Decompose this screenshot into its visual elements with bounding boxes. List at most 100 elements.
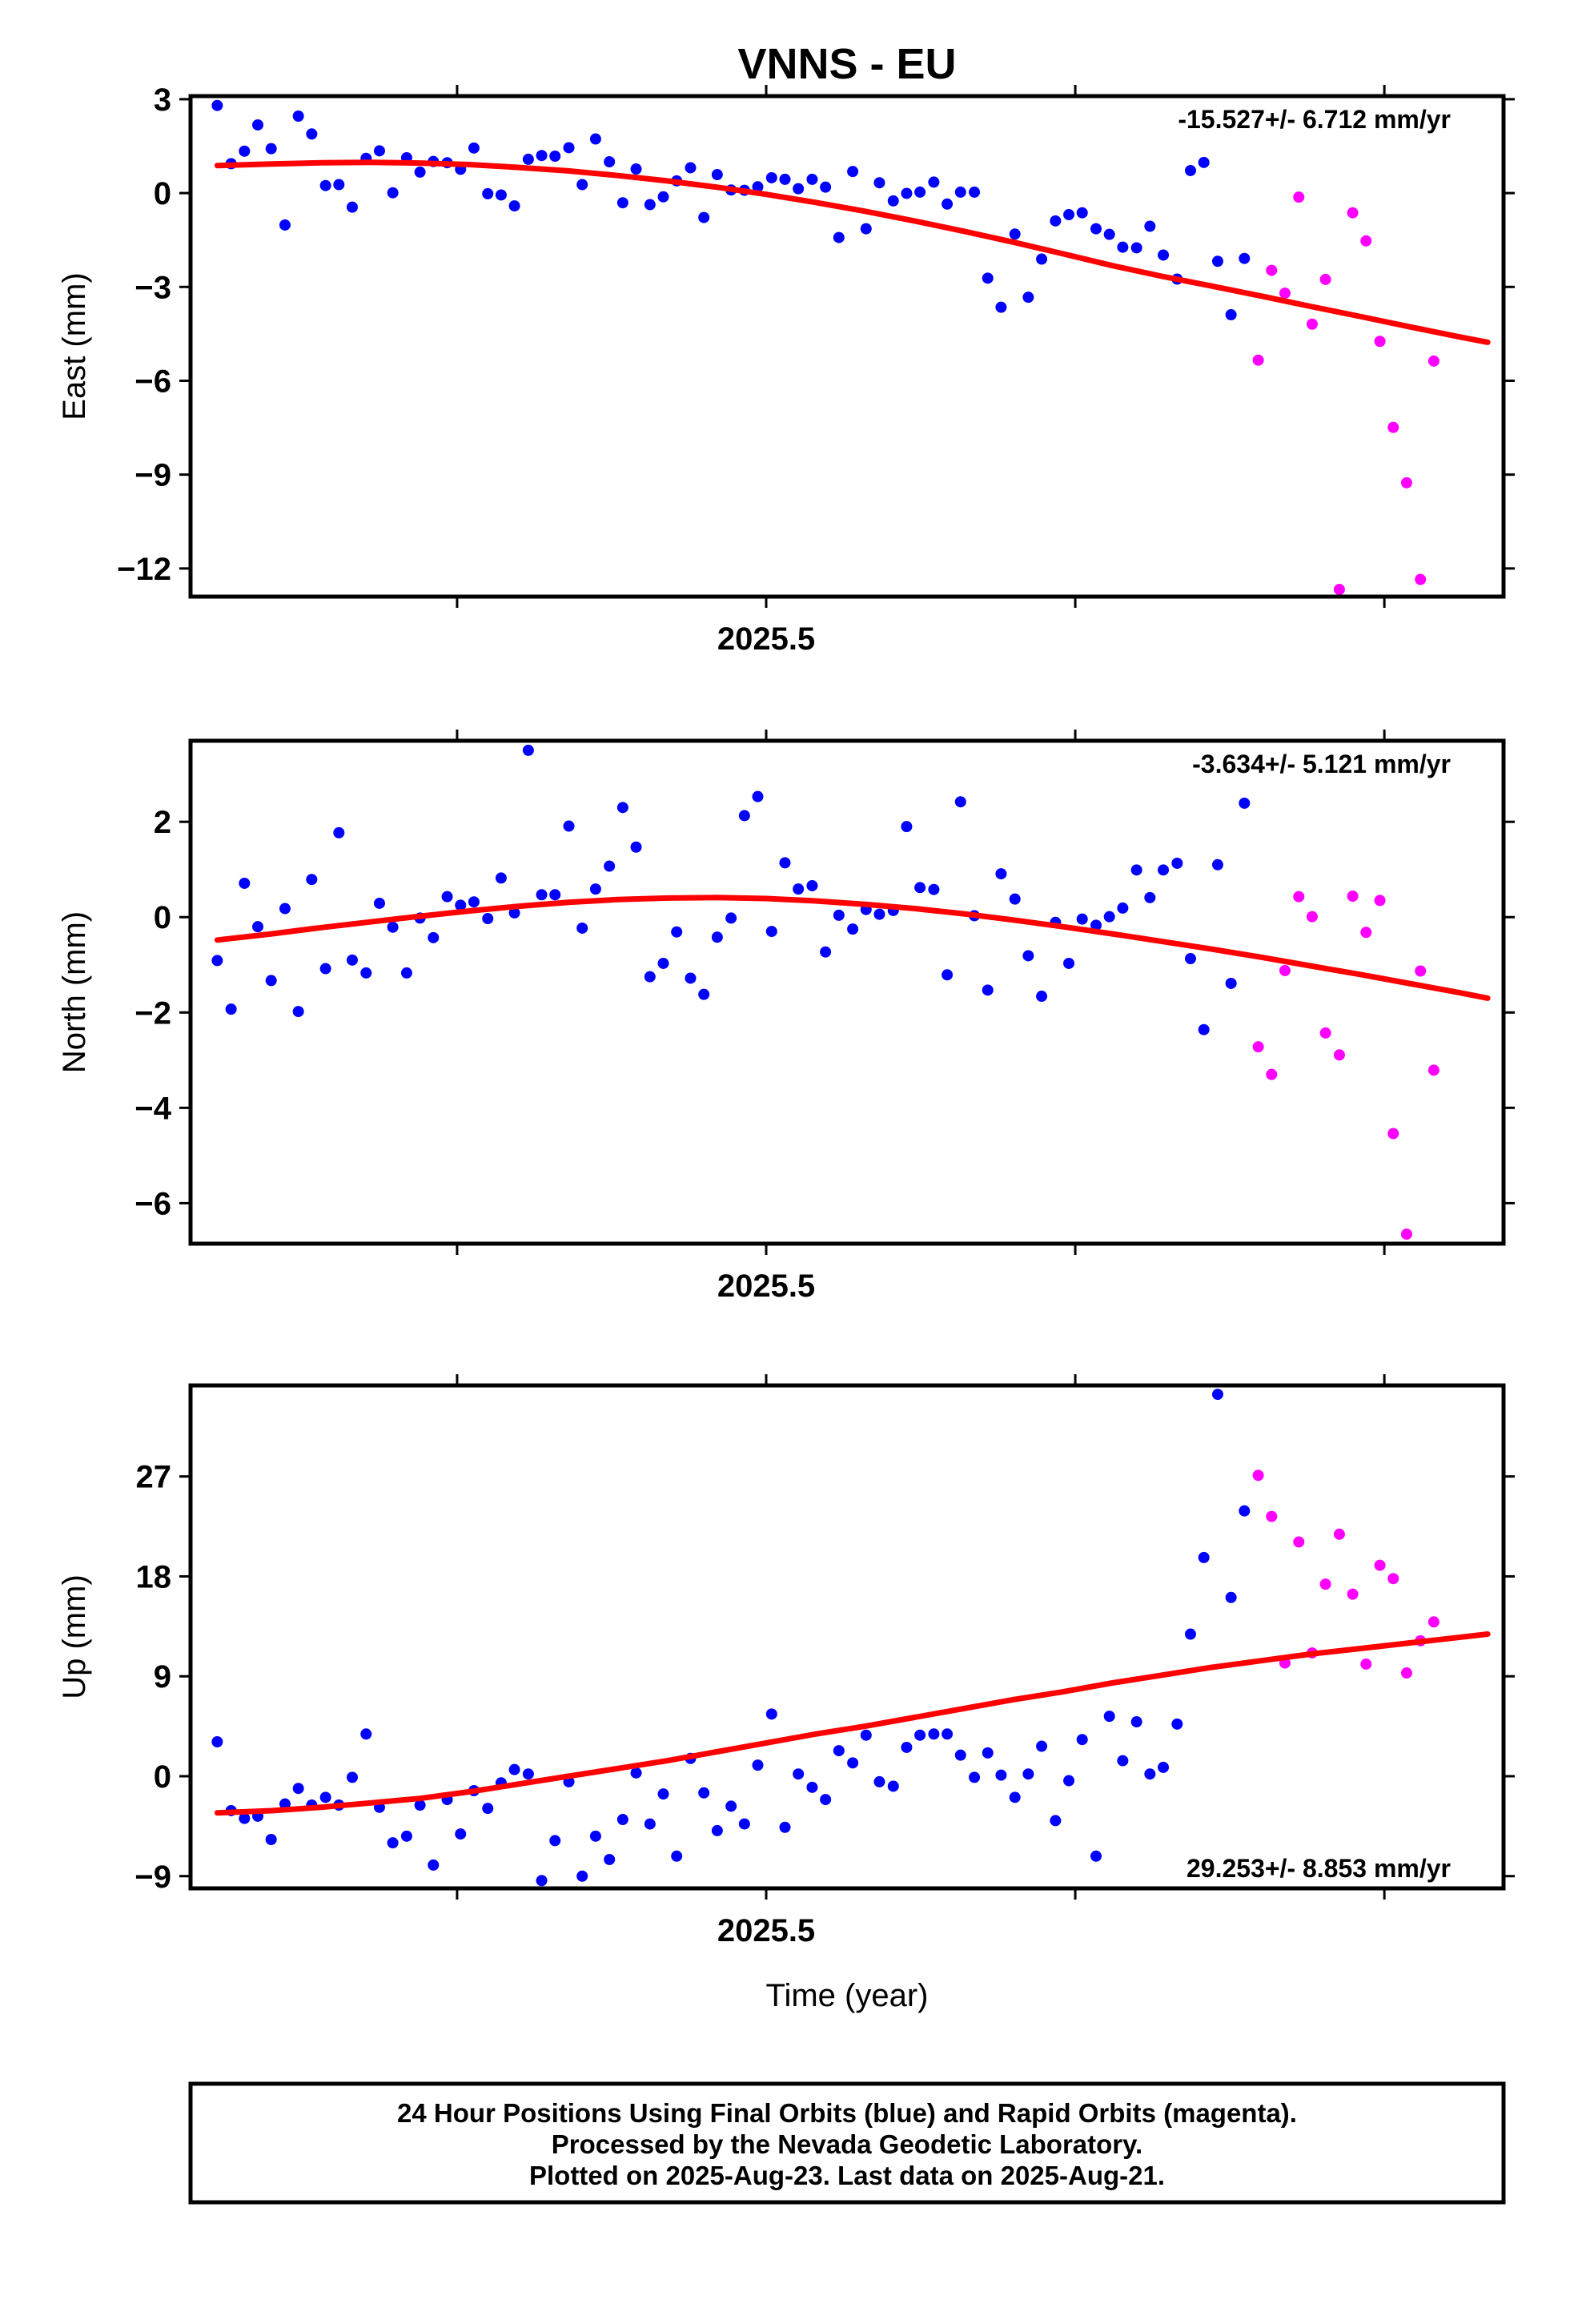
final-orbit-point — [265, 143, 277, 155]
plot-area — [211, 0, 1493, 1887]
final-orbit-point — [942, 198, 954, 210]
final-orbit-point — [644, 971, 656, 983]
rapid-orbit-point — [1266, 1510, 1278, 1522]
final-orbit-point — [1144, 220, 1156, 232]
rapid-orbit-point — [1360, 235, 1372, 247]
footer-line-3: Plotted on 2025-Aug-23. Last data on 202… — [529, 2161, 1165, 2190]
final-orbit-point — [942, 1728, 954, 1740]
final-orbit-point — [1090, 1850, 1102, 1862]
final-orbit-point — [698, 988, 710, 1000]
final-orbit-point — [1211, 1389, 1223, 1401]
rapid-orbit-point — [1319, 273, 1331, 285]
final-orbit-point — [387, 187, 399, 199]
final-orbit-point — [576, 179, 588, 191]
final-orbit-point — [765, 926, 777, 938]
final-orbit-point — [887, 195, 899, 207]
final-orbit-point — [1036, 1740, 1048, 1752]
final-orbit-point — [833, 1745, 845, 1757]
final-orbit-point — [657, 1788, 669, 1800]
rapid-orbit-point — [1469, 0, 1480, 6]
final-orbit-point — [346, 201, 358, 213]
rapid-orbit-point — [1400, 476, 1412, 489]
final-orbit-point — [1103, 1711, 1115, 1723]
y-tick-label: 0 — [154, 1759, 171, 1795]
final-orbit-point — [482, 1803, 494, 1815]
final-orbit-point — [1184, 953, 1196, 965]
final-orbit-point — [779, 173, 791, 185]
final-orbit-point — [387, 1837, 399, 1849]
final-orbit-point — [292, 111, 304, 122]
final-orbit-point — [1063, 1775, 1075, 1787]
y-tick-label: 0 — [154, 900, 171, 935]
final-orbit-point — [969, 186, 981, 198]
y-tick-label: −6 — [135, 364, 171, 399]
y-tick-label: −9 — [135, 458, 171, 493]
final-orbit-point — [738, 1818, 750, 1830]
final-orbit-point — [563, 142, 575, 154]
final-orbit-point — [630, 163, 642, 175]
final-orbit-point — [725, 912, 737, 924]
final-orbit-point — [1009, 893, 1021, 905]
final-orbit-point — [346, 1771, 358, 1783]
trend-fit-line — [214, 159, 1491, 345]
panel-north: 2 0 −2 −4 −6 2025.5 North (mm) -3.634+/- 5.121 … — [57, 0, 1515, 1304]
rapid-orbit-point — [1442, 0, 1453, 6]
final-orbit-point — [1184, 164, 1196, 176]
final-orbit-point — [360, 1728, 372, 1740]
rapid-orbit-point — [1293, 1536, 1305, 1548]
final-orbit-point — [752, 181, 764, 193]
rapid-orbit-point — [1482, 0, 1493, 6]
footer-border — [188, 2081, 1506, 2205]
y-tick-label: −9 — [135, 1860, 171, 1895]
final-orbit-point — [1022, 292, 1034, 304]
rapid-orbit-point — [1442, 0, 1453, 6]
rapid-orbit-point — [1442, 0, 1453, 6]
final-orbit-point — [1144, 1768, 1156, 1780]
y-tick-label: 2 — [154, 805, 171, 840]
final-orbit-point — [820, 946, 832, 958]
final-orbit-point — [589, 133, 601, 145]
final-orbit-point — [522, 744, 534, 756]
final-orbit-point — [1090, 223, 1102, 235]
final-orbit-point — [508, 1763, 520, 1775]
final-orbit-point — [765, 1708, 777, 1720]
final-orbit-point — [1036, 253, 1048, 265]
final-orbit-point — [508, 200, 520, 212]
rapid-orbit-point — [1333, 1528, 1345, 1540]
final-orbit-point — [441, 891, 453, 903]
plot-area — [211, 0, 1491, 1240]
final-orbit-point — [969, 1771, 981, 1783]
final-orbit-point — [779, 857, 791, 869]
final-orbit-point — [1009, 228, 1021, 240]
final-orbit-point — [698, 211, 710, 223]
rapid-orbit-point — [1400, 1667, 1412, 1679]
final-orbit-point — [455, 1828, 467, 1840]
rapid-orbit-point — [1266, 1068, 1278, 1080]
final-orbit-point — [211, 955, 223, 967]
final-orbit-point — [1171, 857, 1183, 869]
footer-box: 24 Hour Positions Using Final Orbits (bl… — [188, 2081, 1506, 2205]
final-orbit-point — [1022, 950, 1034, 962]
rapid-orbit-point — [1469, 0, 1480, 6]
rapid-orbit-point — [1427, 1064, 1439, 1076]
final-orbit-point — [522, 153, 534, 165]
final-orbit-point — [1225, 1591, 1237, 1603]
plot-frame — [188, 1383, 1506, 1891]
final-orbit-point — [914, 882, 926, 894]
plot-frame — [188, 738, 1506, 1246]
final-orbit-point — [1103, 228, 1115, 240]
panel-up: 27 18 9 0 −9 2025.5 Up (mm) 29.253+/- 8.853 mm/… — [57, 0, 1515, 1948]
final-orbit-point — [468, 142, 480, 154]
final-orbit-point — [239, 145, 251, 157]
final-orbit-point — [252, 921, 264, 933]
final-orbit-point — [522, 1768, 534, 1780]
final-orbit-point — [711, 931, 723, 943]
final-orbit-point — [360, 967, 372, 979]
rapid-orbit-point — [1333, 1049, 1345, 1061]
final-orbit-point — [306, 874, 318, 886]
rapid-orbit-point — [1387, 1573, 1399, 1585]
final-orbit-point — [860, 223, 872, 235]
final-orbit-point — [589, 883, 601, 895]
final-orbit-point — [914, 1729, 926, 1741]
